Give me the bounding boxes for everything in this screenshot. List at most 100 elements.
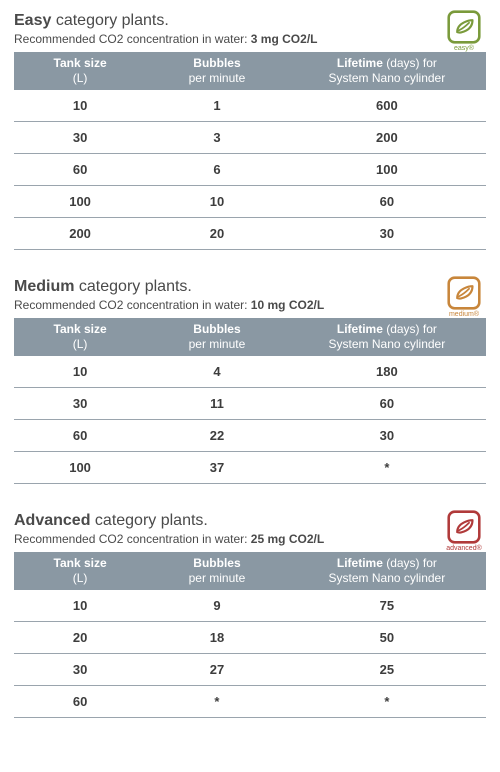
cell: 60 bbox=[288, 186, 486, 218]
table-row: 301160 bbox=[14, 388, 486, 420]
leaf-icon bbox=[442, 510, 486, 544]
subtitle-pre: Recommended CO2 concentration in water: bbox=[14, 32, 251, 46]
col-bubbles: Bubblesper minute bbox=[146, 52, 288, 90]
badge-label: advanced® bbox=[442, 545, 486, 552]
col3-bold: Lifetime bbox=[337, 56, 383, 70]
cell: 30 bbox=[288, 218, 486, 250]
col-lifetime: Lifetime (days) forSystem Nano cylinder bbox=[288, 552, 486, 590]
cell: 60 bbox=[14, 420, 146, 452]
col3-rest: (days) for bbox=[383, 322, 437, 336]
cell: 100 bbox=[14, 186, 146, 218]
cell: 100 bbox=[14, 452, 146, 484]
table-row: 302725 bbox=[14, 654, 486, 686]
subtitle-bold: 10 mg CO2/L bbox=[251, 298, 324, 312]
cell: 25 bbox=[288, 654, 486, 686]
col1-bold: Tank size bbox=[54, 322, 107, 336]
cell: 75 bbox=[288, 590, 486, 622]
section-header: Easy category plants. Recommended CO2 con… bbox=[14, 12, 486, 46]
col-bubbles: Bubblesper minute bbox=[146, 552, 288, 590]
col1-bold: Tank size bbox=[54, 56, 107, 70]
col3-sub: System Nano cylinder bbox=[329, 571, 446, 585]
cell: * bbox=[146, 686, 288, 718]
col3-rest: (days) for bbox=[383, 56, 437, 70]
table-row: 303200 bbox=[14, 122, 486, 154]
section-title-rest: category plants. bbox=[51, 12, 168, 29]
subtitle-pre: Recommended CO2 concentration in water: bbox=[14, 532, 251, 546]
col2-sub: per minute bbox=[189, 71, 246, 85]
table-row: 602230 bbox=[14, 420, 486, 452]
col3-sub: System Nano cylinder bbox=[329, 337, 446, 351]
difficulty-badge: advanced® bbox=[442, 510, 486, 552]
difficulty-badge: easy® bbox=[442, 10, 486, 52]
cell: 30 bbox=[14, 388, 146, 420]
col2-sub: per minute bbox=[189, 571, 246, 585]
cell: 60 bbox=[288, 388, 486, 420]
col-lifetime: Lifetime (days) forSystem Nano cylinder bbox=[288, 52, 486, 90]
col3-bold: Lifetime bbox=[337, 556, 383, 570]
col-tank-size: Tank size(L) bbox=[14, 52, 146, 90]
section-title-rest: category plants. bbox=[90, 512, 207, 529]
badge-label: medium® bbox=[442, 311, 486, 318]
table-row: 10975 bbox=[14, 590, 486, 622]
col-tank-size: Tank size(L) bbox=[14, 552, 146, 590]
co2-table: Tank size(L)Bubblesper minuteLifetime (d… bbox=[14, 318, 486, 484]
cell: 3 bbox=[146, 122, 288, 154]
section-title: Advanced category plants. bbox=[14, 512, 486, 530]
cell: 10 bbox=[14, 90, 146, 122]
cell: 18 bbox=[146, 622, 288, 654]
section-0: Easy category plants. Recommended CO2 con… bbox=[14, 12, 486, 250]
col2-bold: Bubbles bbox=[193, 322, 240, 336]
section-title-bold: Easy bbox=[14, 12, 51, 29]
cell: 600 bbox=[288, 90, 486, 122]
cell: 20 bbox=[14, 622, 146, 654]
table-row: 1001060 bbox=[14, 186, 486, 218]
col2-bold: Bubbles bbox=[193, 556, 240, 570]
section-subtitle: Recommended CO2 concentration in water: … bbox=[14, 298, 486, 312]
cell: 6 bbox=[146, 154, 288, 186]
col1-bold: Tank size bbox=[54, 556, 107, 570]
cell: 200 bbox=[288, 122, 486, 154]
section-title-bold: Medium bbox=[14, 278, 74, 295]
cell: 50 bbox=[288, 622, 486, 654]
section-title-bold: Advanced bbox=[14, 512, 90, 529]
leaf-icon bbox=[442, 10, 486, 44]
cell: 9 bbox=[146, 590, 288, 622]
cell: 100 bbox=[288, 154, 486, 186]
co2-table: Tank size(L)Bubblesper minuteLifetime (d… bbox=[14, 552, 486, 718]
section-1: Medium category plants. Recommended CO2 c… bbox=[14, 278, 486, 484]
section-2: Advanced category plants. Recommended CO2… bbox=[14, 512, 486, 718]
cell: 22 bbox=[146, 420, 288, 452]
table-row: 104180 bbox=[14, 356, 486, 388]
cell: 10 bbox=[14, 356, 146, 388]
col2-sub: per minute bbox=[189, 337, 246, 351]
col-tank-size: Tank size(L) bbox=[14, 318, 146, 356]
section-header: Medium category plants. Recommended CO2 c… bbox=[14, 278, 486, 312]
cell: 11 bbox=[146, 388, 288, 420]
table-row: 606100 bbox=[14, 154, 486, 186]
section-title: Easy category plants. bbox=[14, 12, 486, 30]
cell: 180 bbox=[288, 356, 486, 388]
badge-label: easy® bbox=[442, 45, 486, 52]
section-header: Advanced category plants. Recommended CO2… bbox=[14, 512, 486, 546]
section-title: Medium category plants. bbox=[14, 278, 486, 296]
cell: 4 bbox=[146, 356, 288, 388]
difficulty-badge: medium® bbox=[442, 276, 486, 318]
col2-bold: Bubbles bbox=[193, 56, 240, 70]
cell: 30 bbox=[14, 122, 146, 154]
cell: 10 bbox=[14, 590, 146, 622]
col3-rest: (days) for bbox=[383, 556, 437, 570]
section-subtitle: Recommended CO2 concentration in water: … bbox=[14, 32, 486, 46]
co2-table: Tank size(L)Bubblesper minuteLifetime (d… bbox=[14, 52, 486, 250]
col1-sub: (L) bbox=[73, 337, 88, 351]
col-bubbles: Bubblesper minute bbox=[146, 318, 288, 356]
subtitle-bold: 25 mg CO2/L bbox=[251, 532, 324, 546]
cell: 60 bbox=[14, 686, 146, 718]
cell: 1 bbox=[146, 90, 288, 122]
cell: * bbox=[288, 686, 486, 718]
col-lifetime: Lifetime (days) forSystem Nano cylinder bbox=[288, 318, 486, 356]
cell: 20 bbox=[146, 218, 288, 250]
cell: 30 bbox=[288, 420, 486, 452]
cell: 27 bbox=[146, 654, 288, 686]
subtitle-pre: Recommended CO2 concentration in water: bbox=[14, 298, 251, 312]
cell: 37 bbox=[146, 452, 288, 484]
